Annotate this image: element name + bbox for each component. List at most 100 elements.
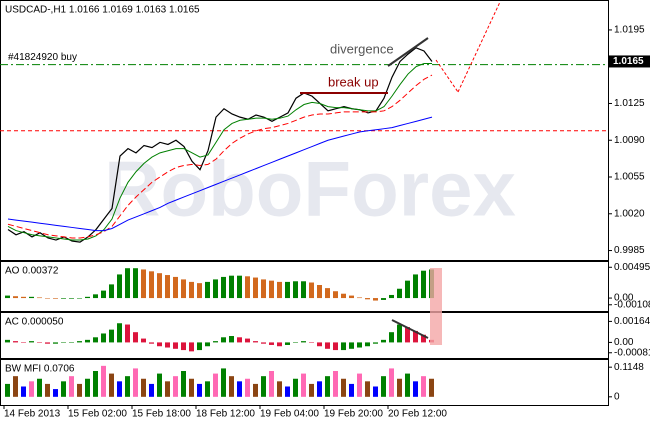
bar (221, 337, 226, 343)
divergence-line (387, 37, 429, 67)
bar (5, 295, 10, 299)
bar (21, 296, 26, 299)
bar (45, 298, 50, 299)
bar (13, 376, 18, 397)
bar (333, 291, 338, 299)
bar (125, 324, 130, 343)
bar (181, 342, 186, 351)
series-line (7, 74, 433, 239)
bar (301, 341, 306, 343)
bar (85, 378, 90, 397)
bar (61, 342, 66, 343)
bar (69, 298, 74, 299)
bar (317, 381, 322, 397)
bar (13, 341, 18, 343)
bar (149, 271, 154, 299)
bar (325, 376, 330, 397)
bar (13, 296, 18, 299)
bar (301, 281, 306, 299)
bar (269, 342, 274, 345)
bar (293, 342, 298, 343)
bar (181, 371, 186, 397)
annotation: break up (328, 74, 379, 89)
bar (141, 338, 146, 343)
bar (93, 294, 98, 299)
bar (245, 378, 250, 397)
bar (309, 342, 314, 343)
bar (29, 381, 34, 397)
bar (389, 368, 394, 397)
y-tick-label: 1.0125 (614, 98, 645, 109)
y-tick-label: 0.00495 (614, 262, 650, 273)
bar (413, 274, 418, 299)
bar (253, 383, 258, 397)
bar (341, 378, 346, 397)
bar (189, 378, 194, 397)
bar (349, 383, 354, 397)
panel-title: AO 0.00372 (5, 266, 59, 277)
bar (117, 381, 122, 397)
bar (421, 270, 426, 299)
y-tick-label: 1.0195 (614, 25, 645, 36)
bar (381, 298, 386, 300)
y-tick-label: 1.0090 (614, 135, 645, 146)
bar (213, 341, 218, 343)
x-tick-label: 14 Feb 2013 (4, 409, 61, 420)
x-tick-label: 15 Feb 02:00 (68, 409, 127, 420)
y-tick-label: 1.0020 (614, 208, 645, 219)
bar (381, 339, 386, 343)
bar (237, 381, 242, 397)
series-line (7, 116, 433, 232)
bar (77, 298, 82, 299)
y-tick-label: -0.00081 (614, 347, 650, 358)
bar (69, 342, 74, 343)
bar (405, 373, 410, 397)
bar (325, 342, 330, 349)
bar (197, 283, 202, 299)
bar (341, 293, 346, 299)
bar (5, 383, 10, 397)
bar (101, 365, 106, 397)
forecast-arrow (435, 59, 459, 93)
bar (93, 371, 98, 397)
bar (253, 277, 258, 299)
bar (365, 342, 370, 347)
bar (389, 332, 394, 343)
bar (309, 282, 314, 299)
bar (397, 288, 402, 299)
bar (85, 296, 90, 299)
bar (109, 373, 114, 397)
bar (285, 386, 290, 397)
x-tick-label: 15 Feb 18:00 (132, 409, 191, 420)
ac-divergence-line (391, 319, 429, 339)
bar (101, 333, 106, 343)
bar (317, 285, 322, 299)
bar (341, 342, 346, 351)
bar (333, 342, 338, 351)
bar (213, 373, 218, 397)
x-tick-label: 20 Feb 12:00 (388, 409, 447, 420)
bar (53, 298, 58, 299)
bar (261, 279, 266, 299)
bar (213, 279, 218, 299)
bar (373, 298, 378, 301)
y-tick-label: 0 (614, 391, 620, 402)
bar (125, 268, 130, 299)
bar (37, 342, 42, 343)
x-tick-label: 19 Feb 20:00 (324, 409, 383, 420)
bar (421, 376, 426, 397)
bar (349, 295, 354, 299)
bar (53, 389, 58, 397)
bar (301, 373, 306, 397)
order-label: #41824920 buy (8, 52, 77, 63)
bar (277, 381, 282, 397)
bar (285, 342, 290, 345)
bar (269, 280, 274, 299)
bar (405, 280, 410, 299)
panel-frame (0, 359, 609, 406)
bar (173, 376, 178, 397)
bar (229, 376, 234, 397)
y-tick-label: 0.001645 (614, 316, 650, 327)
bar (157, 273, 162, 299)
bar (5, 339, 10, 343)
